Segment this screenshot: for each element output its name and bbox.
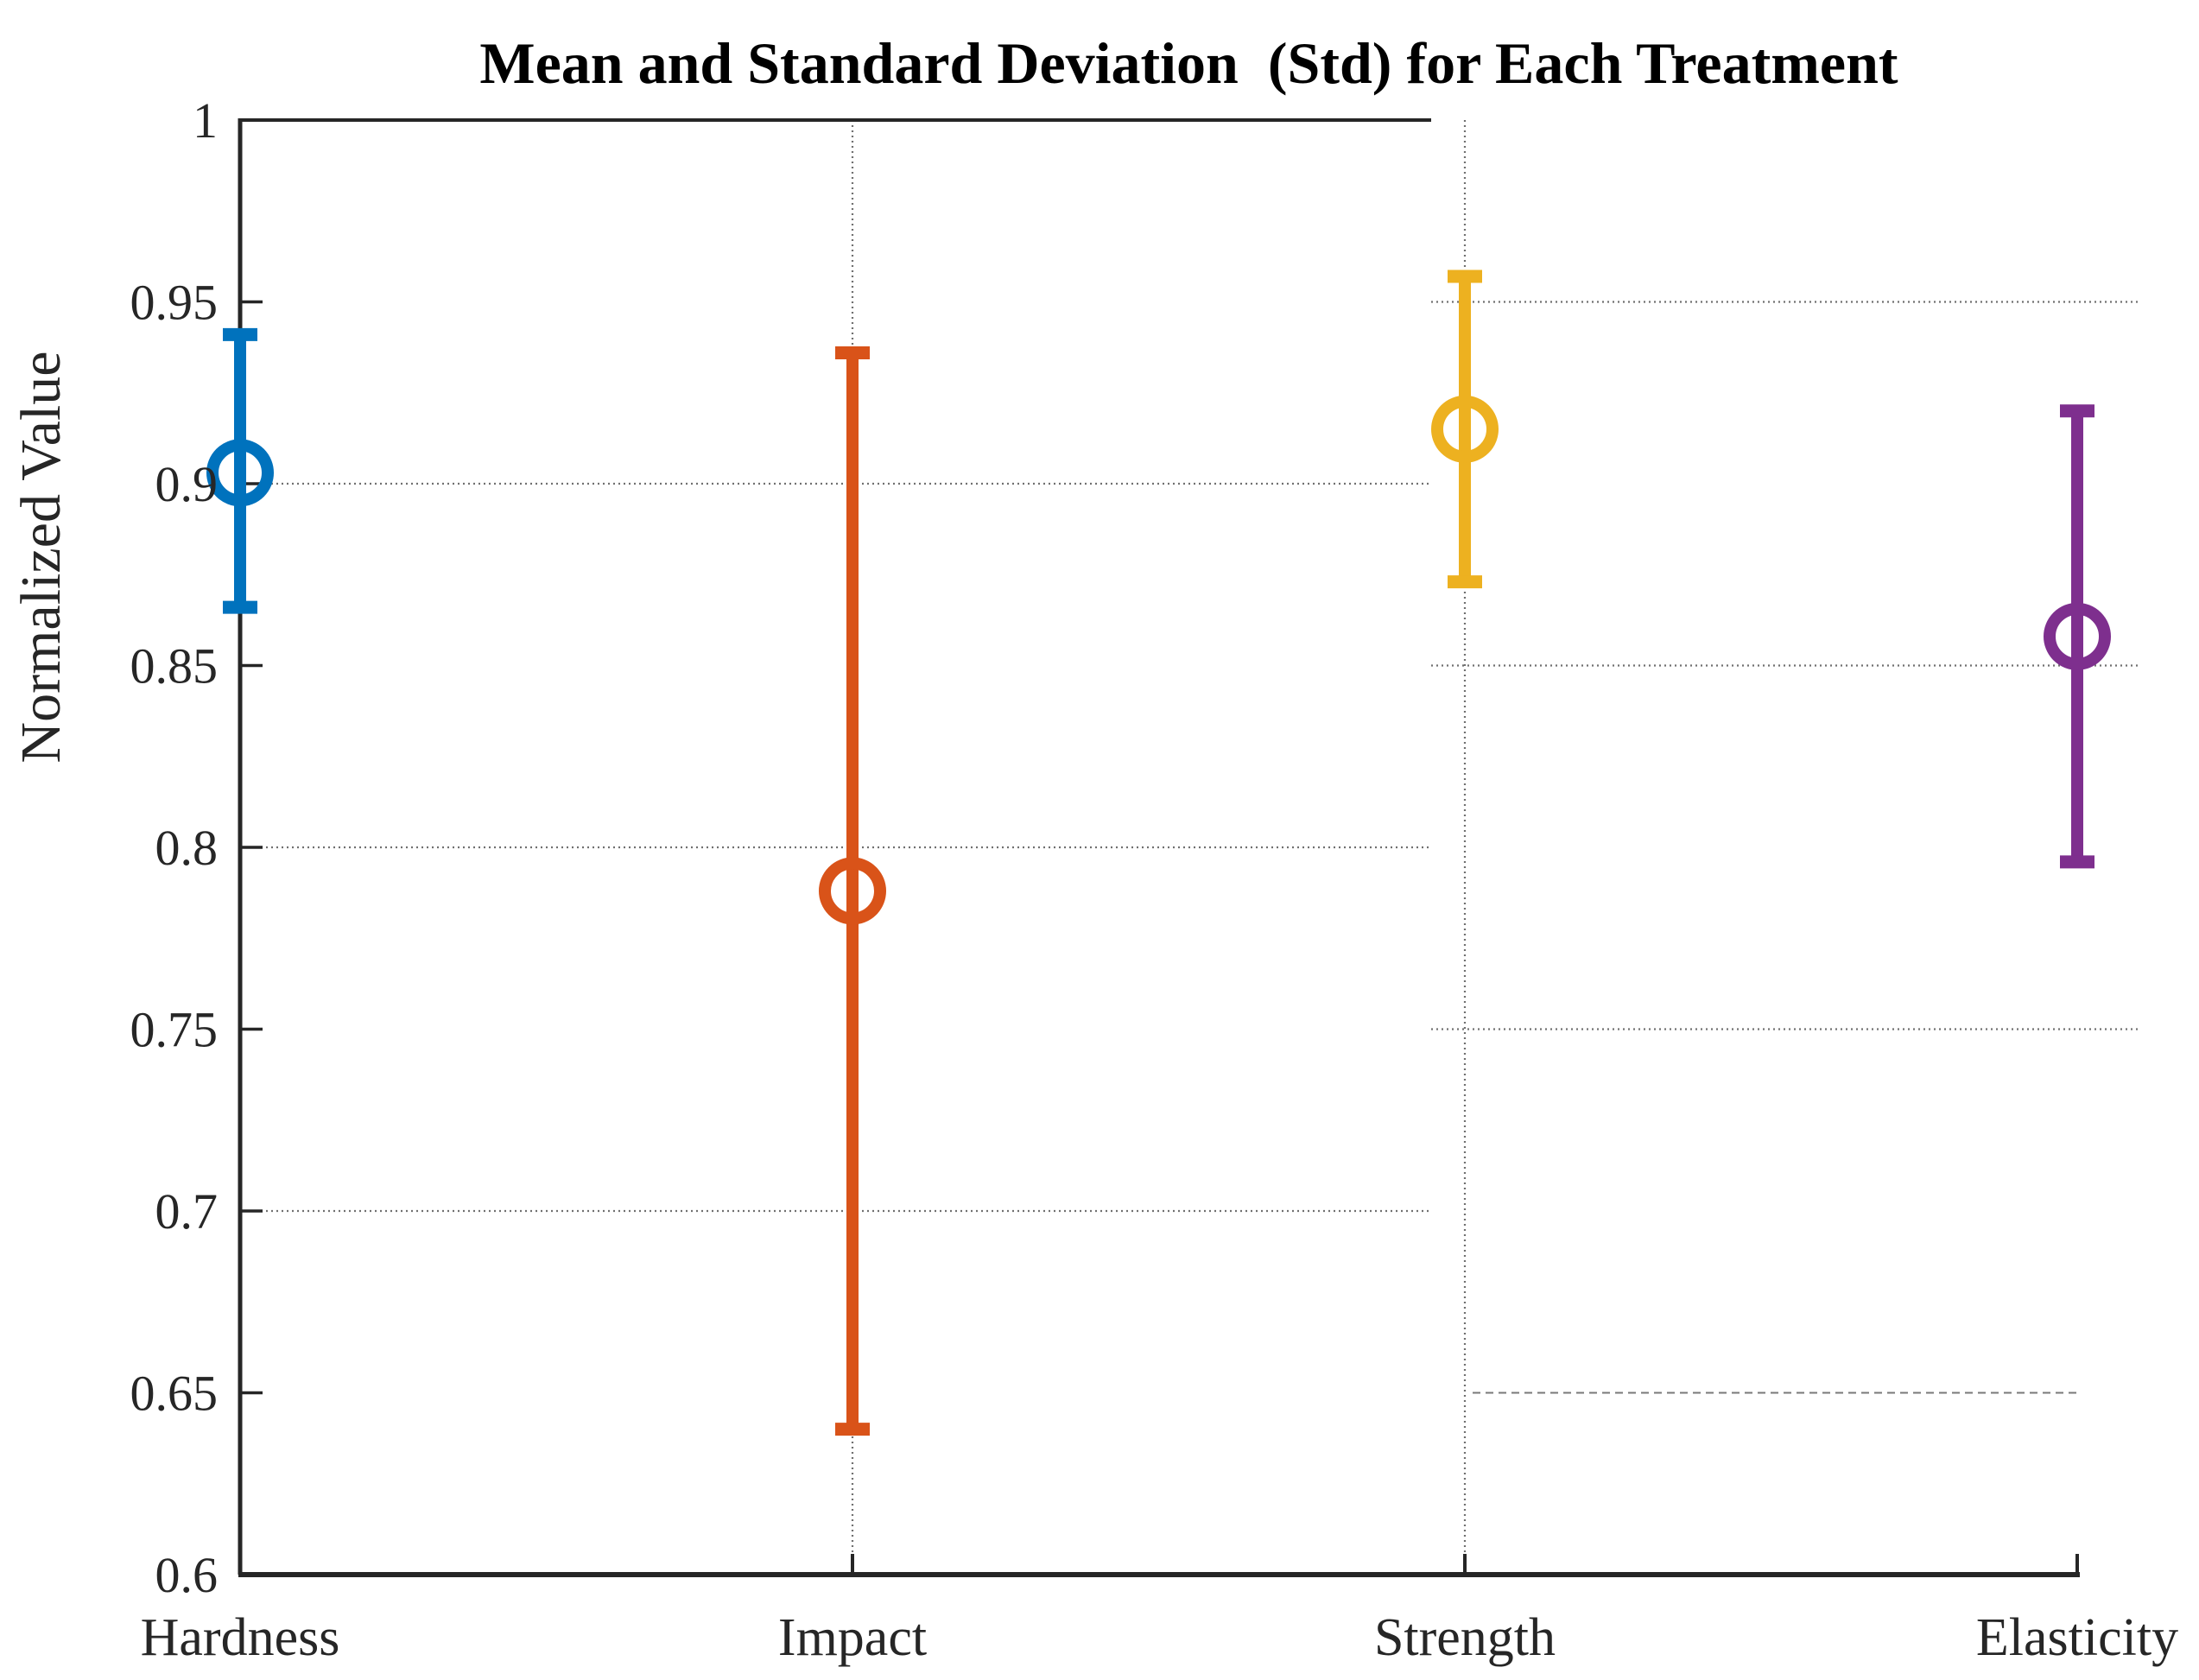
y-tick-label-0.8: 0.8 <box>155 820 219 876</box>
mean-marker <box>206 439 274 507</box>
mean-marker <box>2044 602 2111 670</box>
y-tick-label-0.95: 0.95 <box>130 275 219 331</box>
x-tick-label-impact: Impact <box>778 1608 927 1667</box>
x-tick-label-strength: Strength <box>1374 1608 1556 1667</box>
errorbar-elasticity <box>2044 404 2111 869</box>
mean-marker <box>1431 395 1499 463</box>
mean-marker <box>819 857 886 925</box>
x-tick-label-elasticity: Elasticity <box>1976 1608 2178 1667</box>
y-tick-label-1: 1 <box>193 92 218 149</box>
y-tick-label-0.7: 0.7 <box>155 1183 219 1239</box>
errorbar-hardness <box>206 327 274 614</box>
x-tick-labels: Hardness Impact Strength Elasticity <box>141 1608 2178 1667</box>
y-axis-label: Normalized Value <box>10 351 73 764</box>
y-tick-label-0.75: 0.75 <box>130 1002 219 1058</box>
errorbar-impact <box>819 346 886 1436</box>
errorbar-strength <box>1431 269 1499 589</box>
y-tick-label-0.6: 0.6 <box>155 1547 219 1603</box>
x-tick-label-hardness: Hardness <box>141 1608 340 1667</box>
chart-title: Mean and Standard Deviation (Std) for Ea… <box>479 30 1898 96</box>
y-tick-labels: 0.6 0.65 0.7 0.75 0.8 0.85 0.9 0.95 1 <box>130 92 219 1603</box>
y-tick-label-0.85: 0.85 <box>130 638 219 694</box>
y-tick-label-0.9: 0.9 <box>155 456 219 512</box>
y-tick-label-0.65: 0.65 <box>130 1366 219 1422</box>
